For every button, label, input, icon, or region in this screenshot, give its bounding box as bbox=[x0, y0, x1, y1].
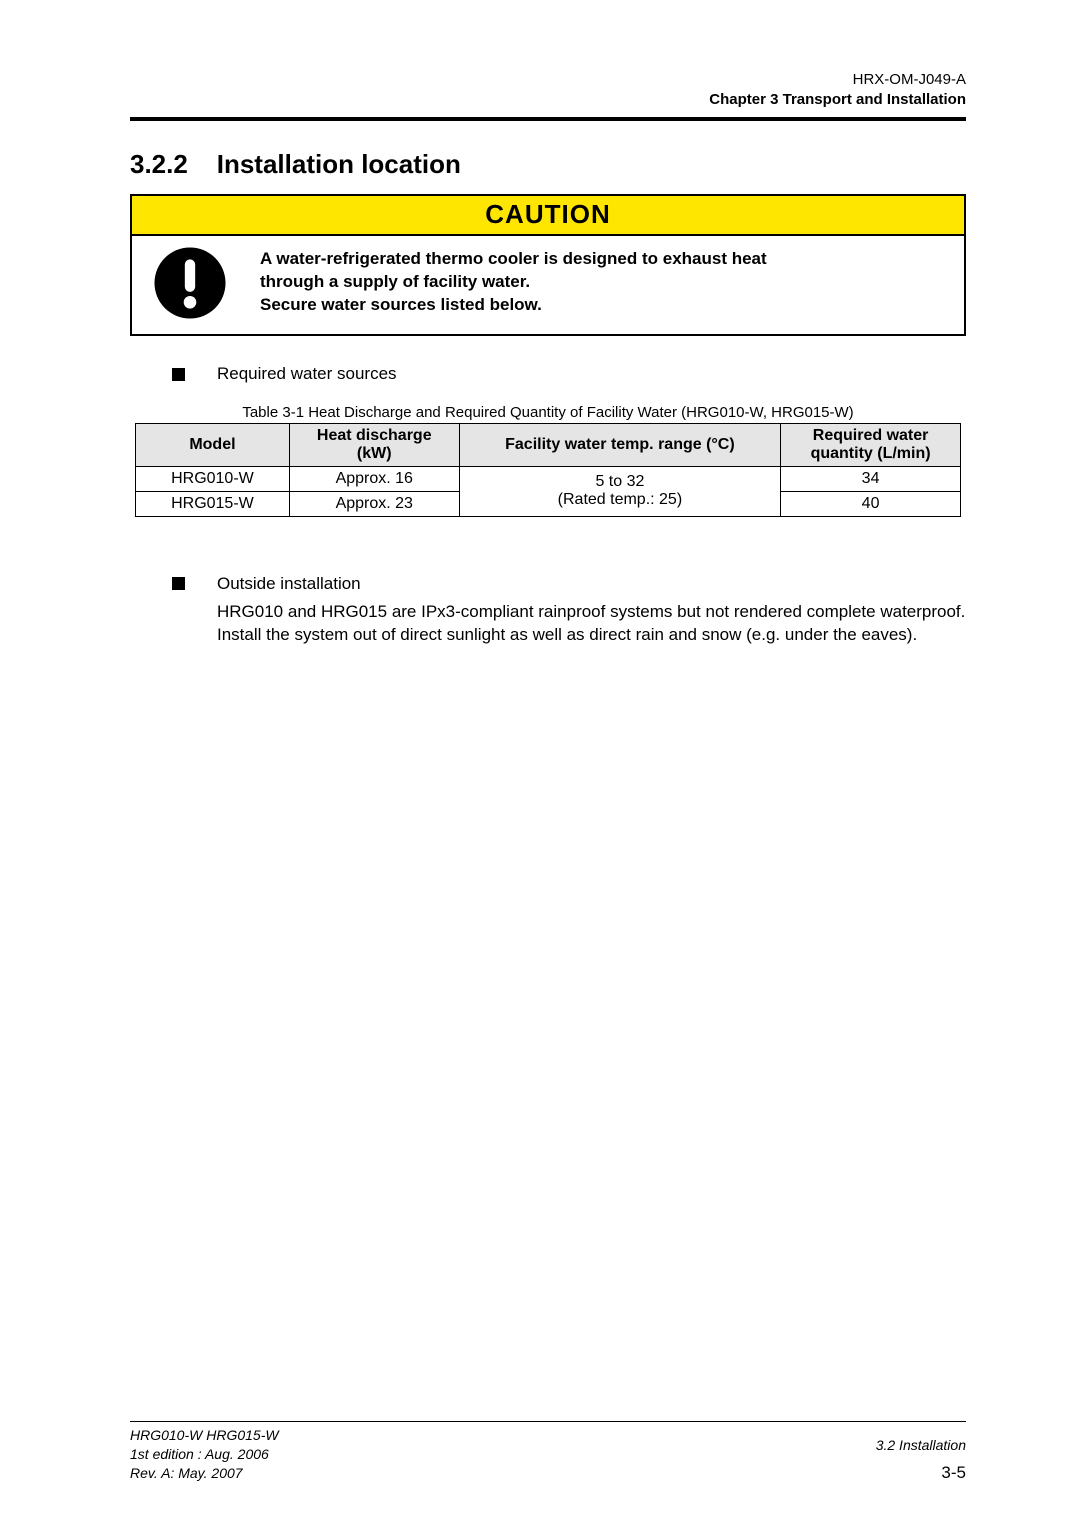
outside-installation-block: Outside installation HRG010 and HRG015 a… bbox=[130, 573, 966, 648]
required-sources-heading: Required water sources bbox=[130, 364, 966, 384]
section-heading: 3.2.2 Installation location bbox=[130, 149, 966, 180]
table-header-row: Model Heat discharge (kW) Facility water… bbox=[136, 423, 961, 466]
caution-body: A water-refrigerated thermo cooler is de… bbox=[132, 236, 964, 334]
temp-range-line: (Rated temp.: 25) bbox=[468, 491, 772, 509]
page-footer: HRG010-W HRG015-W 1st edition : Aug. 200… bbox=[130, 1421, 966, 1483]
footer-section: 3.2 Installation bbox=[876, 1437, 966, 1453]
page-header: HRX-OM-J049-A Chapter 3 Transport and In… bbox=[130, 70, 966, 111]
square-bullet-icon bbox=[172, 368, 185, 381]
temp-range-line: 5 to 32 bbox=[468, 473, 772, 491]
outside-heading: Outside installation bbox=[217, 573, 966, 596]
table-caption: Table 3-1 Heat Discharge and Required Qu… bbox=[130, 404, 966, 421]
caution-box: CAUTION A water-refrigerated thermo cool… bbox=[130, 194, 966, 336]
doc-id: HRX-OM-J049-A bbox=[130, 70, 966, 90]
square-bullet-icon bbox=[172, 577, 185, 590]
footer-row: HRG010-W HRG015-W 1st edition : Aug. 200… bbox=[130, 1426, 966, 1483]
col-required-qty: Required water quantity (L/min) bbox=[781, 423, 961, 466]
caution-line: A water-refrigerated thermo cooler is de… bbox=[260, 248, 767, 271]
cell-heat-discharge: Approx. 23 bbox=[289, 491, 459, 516]
section-title: Installation location bbox=[217, 149, 461, 179]
caution-line: Secure water sources listed below. bbox=[260, 294, 767, 317]
cell-model: HRG010-W bbox=[136, 466, 290, 491]
page: HRX-OM-J049-A Chapter 3 Transport and In… bbox=[0, 0, 1080, 1527]
header-rule bbox=[130, 117, 966, 121]
footer-edition: 1st edition : Aug. 2006 bbox=[130, 1445, 279, 1464]
col-model: Model bbox=[136, 423, 290, 466]
cell-required-qty: 40 bbox=[781, 491, 961, 516]
footer-left: HRG010-W HRG015-W 1st edition : Aug. 200… bbox=[130, 1426, 279, 1483]
cell-required-qty: 34 bbox=[781, 466, 961, 491]
exclamation-circle-icon bbox=[150, 246, 230, 320]
col-temp-range: Facility water temp. range (°C) bbox=[459, 423, 780, 466]
caution-banner: CAUTION bbox=[132, 196, 964, 236]
footer-right: 3.2 Installation 3-5 bbox=[876, 1437, 966, 1483]
footer-rev: Rev. A: May. 2007 bbox=[130, 1464, 279, 1483]
outside-body: HRG010 and HRG015 are IPx3-compliant rai… bbox=[217, 601, 966, 647]
cell-temp-range: 5 to 32 (Rated temp.: 25) bbox=[459, 466, 780, 516]
outside-text: Outside installation HRG010 and HRG015 a… bbox=[217, 573, 966, 648]
caution-line: through a supply of facility water. bbox=[260, 271, 767, 294]
col-heat-discharge: Heat discharge (kW) bbox=[289, 423, 459, 466]
cell-heat-discharge: Approx. 16 bbox=[289, 466, 459, 491]
caution-text: A water-refrigerated thermo cooler is de… bbox=[260, 248, 767, 317]
footer-rule bbox=[130, 1421, 966, 1422]
table-row: HRG010-W Approx. 16 5 to 32 (Rated temp.… bbox=[136, 466, 961, 491]
footer-models: HRG010-W HRG015-W bbox=[130, 1426, 279, 1445]
required-sources-label: Required water sources bbox=[217, 364, 397, 384]
cell-model: HRG015-W bbox=[136, 491, 290, 516]
footer-page-number: 3-5 bbox=[876, 1463, 966, 1483]
section-number: 3.2.2 bbox=[130, 149, 188, 179]
chapter-title: Chapter 3 Transport and Installation bbox=[130, 90, 966, 110]
water-table: Model Heat discharge (kW) Facility water… bbox=[135, 423, 961, 517]
